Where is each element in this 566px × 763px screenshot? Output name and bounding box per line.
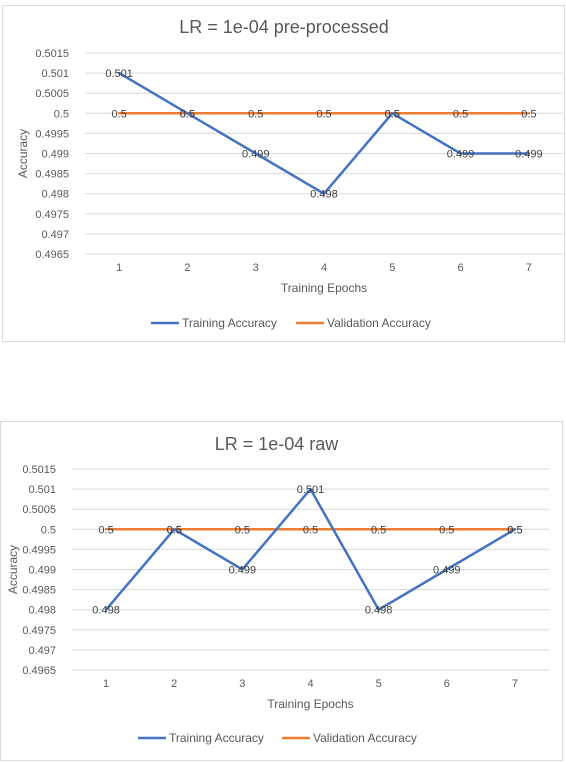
- y-tick-label: 0.4975: [22, 625, 56, 637]
- data-label: 0.5: [180, 108, 195, 120]
- y-tick-label: 0.5005: [35, 88, 69, 100]
- y-tick-label: 0.4995: [22, 544, 56, 556]
- chart-title: LR = 1e-04 pre-processed: [179, 17, 389, 37]
- data-label: 0.5: [371, 524, 386, 536]
- data-label: 0.499: [447, 149, 475, 161]
- legend-label: Training Accuracy: [182, 316, 277, 330]
- y-tick-label: 0.4985: [22, 585, 56, 597]
- x-tick-label: 6: [444, 678, 450, 690]
- x-tick-label: 7: [526, 262, 532, 274]
- data-label: 0.501: [297, 484, 325, 496]
- y-axis-title: Accuracy: [16, 129, 30, 178]
- data-label: 0.5: [248, 108, 263, 120]
- data-label: 0.5: [235, 524, 250, 536]
- x-tick-label: 1: [103, 678, 109, 690]
- y-tick-label: 0.5015: [35, 48, 69, 60]
- legend-label: Training Accuracy: [169, 731, 264, 745]
- data-label: 0.5: [385, 108, 400, 120]
- y-tick-label: 0.497: [28, 645, 56, 657]
- data-label: 0.5: [507, 524, 522, 536]
- x-tick-label: 5: [389, 262, 395, 274]
- x-axis-title: Training Epochs: [281, 281, 367, 295]
- data-label: 0.5: [521, 108, 536, 120]
- y-tick-label: 0.5: [41, 524, 56, 536]
- y-tick-label: 0.5015: [22, 464, 56, 476]
- data-label: 0.5: [439, 524, 454, 536]
- x-tick-label: 5: [376, 678, 382, 690]
- data-label: 0.5: [111, 108, 126, 120]
- data-label: 0.499: [433, 565, 461, 577]
- data-label: 0.5: [180, 108, 195, 120]
- x-tick-label: 3: [253, 262, 259, 274]
- data-label: 0.498: [310, 189, 338, 201]
- x-tick-label: 2: [171, 678, 177, 690]
- chart-preprocessed-svg: LR = 1e-04 pre-processed0.50150.5010.500…: [16, 17, 563, 330]
- data-label: 0.499: [242, 149, 270, 161]
- data-label: 0.499: [229, 565, 257, 577]
- y-tick-label: 0.498: [41, 189, 69, 201]
- chart-title: LR = 1e-04 raw: [215, 434, 340, 454]
- y-tick-label: 0.499: [41, 149, 69, 161]
- series-line-training-accuracy: [117, 71, 531, 195]
- legend-label: Validation Accuracy: [313, 731, 417, 745]
- data-label: 0.501: [105, 68, 133, 80]
- chart-raw: LR = 1e-04 raw 0.5015 0.501 0.5005 0.5 0.4995…: [0, 421, 563, 761]
- x-tick-label: 2: [184, 262, 190, 274]
- data-label: 0.499: [515, 149, 543, 161]
- y-axis-title: Accuracy: [6, 545, 20, 594]
- data-label: 0.498: [365, 605, 393, 617]
- x-tick-label: 4: [321, 262, 327, 274]
- data-label: 0.498: [92, 605, 120, 617]
- y-tick-label: 0.4965: [35, 249, 69, 261]
- y-tick-label: 0.501: [41, 68, 69, 80]
- x-tick-label: 4: [307, 678, 313, 690]
- y-tick-label: 0.499: [28, 565, 56, 577]
- data-label: 0.5: [316, 108, 331, 120]
- data-label: 0.5: [167, 524, 182, 536]
- x-tick-label: 6: [458, 262, 464, 274]
- y-tick-label: 0.501: [28, 484, 56, 496]
- data-label: 0.5: [167, 524, 182, 536]
- data-label: 0.5: [453, 108, 468, 120]
- y-tick-label: 0.497: [41, 229, 69, 241]
- y-tick-label: 0.4975: [35, 209, 69, 221]
- data-label: 0.5: [507, 524, 522, 536]
- y-tick-label: 0.5: [54, 108, 69, 120]
- x-tick-label: 7: [512, 678, 518, 690]
- data-label: 0.5: [385, 108, 400, 120]
- x-tick-label: 3: [239, 678, 245, 690]
- y-tick-label: 0.4985: [35, 169, 69, 181]
- x-tick-label: 1: [116, 262, 122, 274]
- y-tick-label: 0.4995: [35, 128, 69, 140]
- series-line-training-accuracy: [104, 487, 517, 611]
- y-tick-label: 0.4965: [22, 665, 56, 677]
- chart-preprocessed: LR = 1e-04 pre-processed 0.5015 0.501 0.500…: [2, 5, 565, 342]
- y-tick-label: 0.498: [28, 605, 56, 617]
- x-axis-title: Training Epochs: [267, 697, 353, 711]
- chart-raw-svg: LR = 1e-04 raw0.50150.5010.50050.50.4995…: [6, 434, 549, 745]
- data-label: 0.5: [98, 524, 113, 536]
- legend-label: Validation Accuracy: [327, 316, 431, 330]
- data-label: 0.5: [303, 524, 318, 536]
- y-tick-label: 0.5005: [22, 504, 56, 516]
